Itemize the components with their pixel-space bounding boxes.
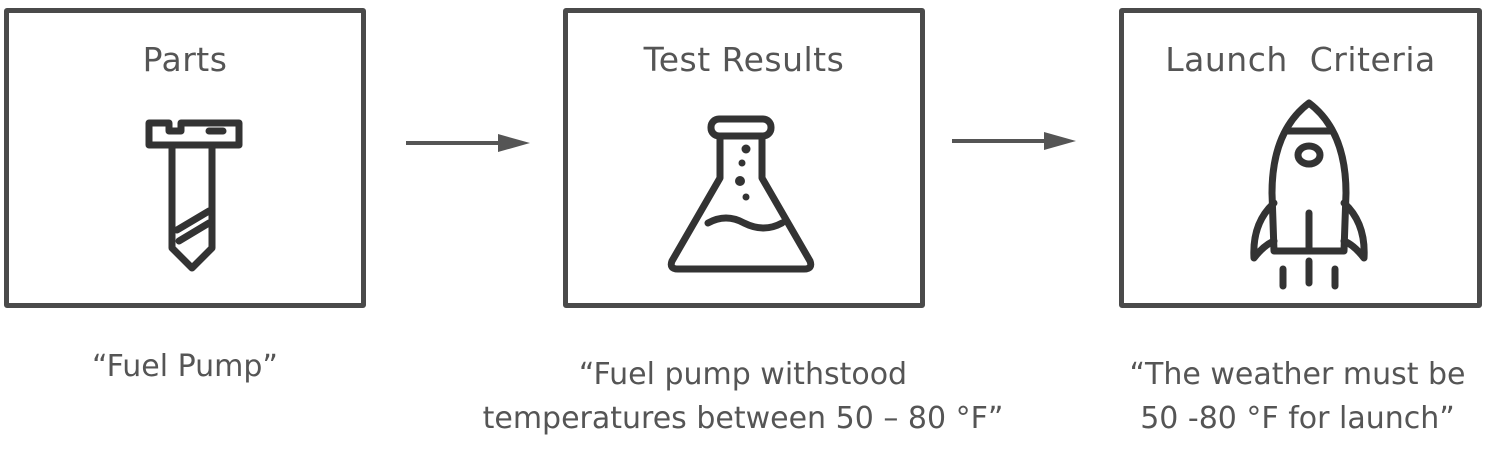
step-title-parts: Parts: [142, 40, 228, 79]
arrow-right-icon: [952, 132, 1076, 150]
caption-line: temperatures between 50 – 80 °F”: [482, 401, 1004, 436]
step-title-launch-criteria: Launch Criteria: [1165, 40, 1436, 79]
caption-line: 50 -80 °F for launch”: [1140, 401, 1455, 436]
caption-line: “Fuel pump withstood: [578, 357, 908, 392]
caption-line: “The weather must be: [1129, 357, 1466, 392]
step-box-parts: Parts: [4, 8, 366, 308]
step-box-test-results: Test Results: [563, 8, 925, 308]
step-caption-test-results: “Fuel pump withstood temperatures betwee…: [443, 353, 1043, 441]
flask-icon: [667, 115, 815, 273]
rocket-icon: [1250, 99, 1368, 290]
step-title-test-results: Test Results: [643, 40, 845, 79]
step-caption-launch-criteria: “The weather must be 50 -80 °F for launc…: [1109, 353, 1486, 441]
arrow-right-icon: [406, 134, 530, 152]
caption-line: “Fuel Pump”: [92, 349, 278, 384]
screw-icon: [145, 119, 243, 272]
step-caption-parts: “Fuel Pump”: [4, 345, 366, 389]
step-box-launch-criteria: Launch Criteria: [1119, 8, 1482, 308]
